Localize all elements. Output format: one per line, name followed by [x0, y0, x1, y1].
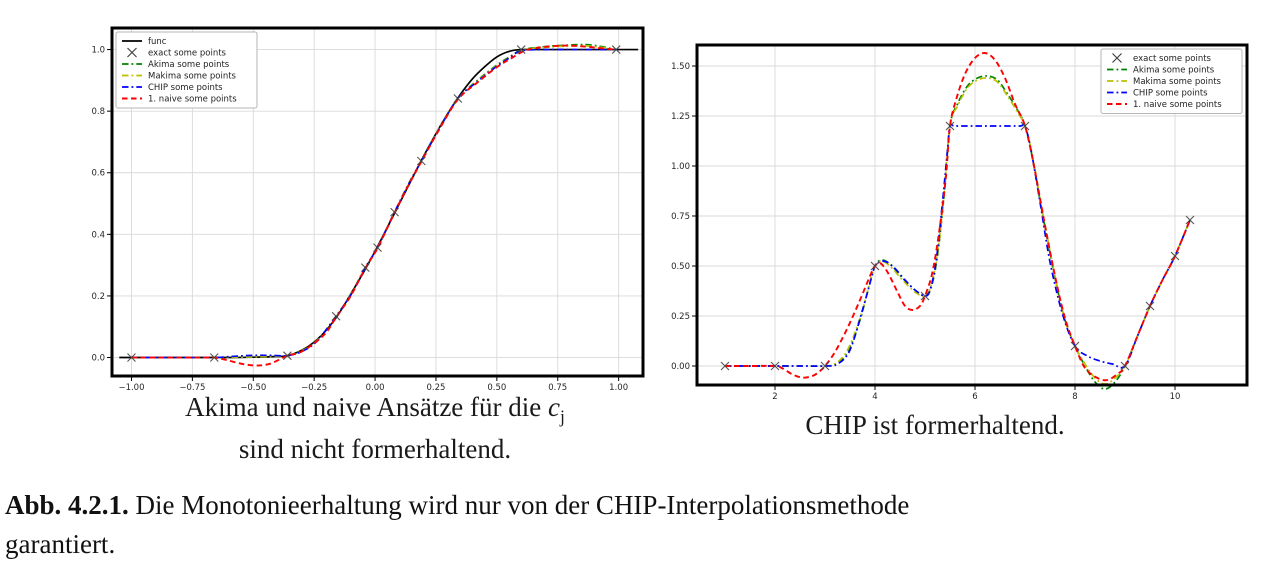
right-plot: 2 4 6 8 10 0.00 0.25 0.50 0.75 1.00 1.25 1.50 exact … — [671, 43, 1249, 402]
y-tick-label: 0.00 — [671, 362, 690, 372]
left-plot: −1.00 −0.75 −0.50 −0.25 0.00 0.25 0.50 0.75 1.00… — [91, 26, 645, 393]
x-tick-label: 0.50 — [487, 383, 506, 393]
legend-label: exact some points — [148, 49, 227, 59]
marker-series — [720, 121, 1195, 371]
y-tick-label: 0.6 — [91, 169, 105, 179]
x-tick-label: 10 — [1170, 392, 1181, 402]
figure-caption-label: Abb. 4.2.1. — [5, 490, 129, 520]
x-tick-label: 2 — [772, 392, 777, 402]
x-tick-label: 8 — [1072, 392, 1077, 402]
y-tick-label: 0.0 — [91, 354, 105, 364]
legend-box — [115, 31, 258, 109]
figure-caption: Abb. 4.2.1. Die Monotonieerhaltung wird … — [5, 486, 1261, 564]
y-tick-label: 0.75 — [671, 212, 690, 222]
legend-label: CHIP some points — [1133, 89, 1208, 99]
right-caption-text: CHIP ist formerhaltend. — [805, 410, 1065, 440]
left-caption-text: Akima und naive Ansätze für die — [185, 392, 549, 422]
grid-lines — [112, 28, 643, 376]
legend: exact some points Akima some pointsMakima… — [1100, 48, 1243, 114]
x-tick-label: 0.25 — [426, 383, 445, 393]
legend-marker-sample — [1112, 53, 1122, 63]
y-tick-label: 0.2 — [91, 292, 105, 302]
line-series — [724, 52, 1191, 382]
x-tick-label: −0.75 — [179, 383, 205, 393]
figure-caption-text: Die Monotonieerhaltung wird nur von der … — [135, 490, 910, 520]
y-tick-label: 1.0 — [91, 46, 105, 56]
right-plot-caption: CHIP ist formerhaltend. — [695, 409, 1175, 442]
axes-frame — [695, 43, 1249, 387]
left-caption-sub: j — [560, 406, 565, 427]
x-tick-label: 4 — [872, 392, 877, 402]
y-tick-label: 0.4 — [91, 230, 105, 240]
x-tick-label: −0.25 — [301, 383, 327, 393]
x-tick-label: 6 — [972, 392, 977, 402]
y-tick-label: 0.8 — [91, 107, 105, 117]
y-tick-label: 1.50 — [671, 62, 690, 72]
y-tick-label: 1.25 — [671, 112, 690, 122]
legend-marker-sample — [127, 47, 137, 58]
x-tick-label: 1.00 — [609, 383, 628, 393]
x-tick-label: 0.00 — [366, 383, 385, 393]
legend-label: 1. naive some points — [148, 95, 237, 105]
legend-label: Makima some points — [1133, 77, 1222, 87]
x-tick-label: −1.00 — [118, 383, 144, 393]
legend-label: Akima some points — [148, 60, 230, 70]
axes-frame — [110, 26, 645, 378]
line-series — [724, 77, 1191, 385]
x-tick-label: −0.50 — [240, 383, 266, 393]
legend-label: CHIP some points — [148, 83, 223, 93]
figure-caption-text2: garantiert. — [5, 529, 116, 559]
y-tick-label: 0.50 — [671, 262, 690, 272]
left-caption-line2: sind nicht formerhaltend. — [238, 434, 512, 465]
left-plot-caption: Akima und naive Ansätze für die cj sind … — [85, 391, 665, 466]
line-series — [131, 44, 617, 367]
line-series — [724, 75, 1191, 390]
x-tick-label: 0.75 — [548, 383, 567, 393]
axis-ticks: −1.00 −0.75 −0.50 −0.25 0.00 0.25 0.50 0.75 1.00… — [91, 46, 628, 393]
left-caption-var: c — [548, 392, 560, 422]
y-tick-label: 0.25 — [671, 312, 690, 322]
line-series — [724, 123, 1191, 369]
legend-box — [1100, 48, 1243, 114]
legend-label: 1. naive some points — [1133, 100, 1222, 110]
series-markers — [127, 45, 621, 362]
legend-label: Makima some points — [148, 72, 237, 82]
marker-series — [127, 45, 621, 362]
legend-label: exact some points — [1133, 54, 1212, 64]
legend-label: Akima some points — [1133, 66, 1215, 76]
series-markers — [720, 121, 1195, 371]
legend-label: func — [148, 37, 167, 47]
axis-ticks: 2 4 6 8 10 0.00 0.25 0.50 0.75 1.00 1.25 1.50 — [671, 62, 1180, 402]
y-tick-label: 1.00 — [671, 162, 690, 172]
